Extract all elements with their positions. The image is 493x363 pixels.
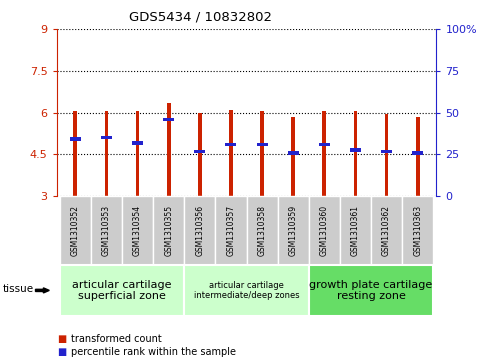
Text: transformed count: transformed count [71, 334, 162, 344]
Bar [225, 143, 236, 146]
Text: GSM1310353: GSM1310353 [102, 205, 111, 256]
Bar [288, 151, 299, 155]
Text: GSM1310360: GSM1310360 [320, 205, 329, 256]
Bar [353, 111, 357, 196]
Text: GSM1310355: GSM1310355 [164, 205, 173, 256]
Bar [194, 150, 205, 153]
Bar [381, 150, 392, 153]
Bar [73, 111, 77, 196]
Text: growth plate cartilage
resting zone: growth plate cartilage resting zone [309, 280, 432, 301]
Text: GSM1310362: GSM1310362 [382, 205, 391, 256]
Bar [163, 118, 174, 121]
Text: ■: ■ [57, 347, 66, 357]
Text: GSM1310358: GSM1310358 [257, 205, 267, 256]
Text: articular cartilage
intermediate/deep zones: articular cartilage intermediate/deep zo… [194, 281, 299, 300]
Bar [322, 111, 326, 196]
Bar [198, 113, 202, 196]
Bar [319, 143, 330, 146]
Bar [132, 142, 143, 145]
Bar [350, 148, 361, 152]
Bar [167, 103, 171, 196]
Text: GSM1310359: GSM1310359 [289, 205, 298, 256]
Bar [412, 151, 423, 155]
Text: GSM1310352: GSM1310352 [71, 205, 80, 256]
Text: percentile rank within the sample: percentile rank within the sample [71, 347, 237, 357]
Bar [291, 117, 295, 196]
Text: GSM1310363: GSM1310363 [413, 205, 422, 256]
Text: GSM1310356: GSM1310356 [195, 205, 204, 256]
Bar [136, 111, 140, 196]
Bar [260, 111, 264, 196]
Text: GSM1310361: GSM1310361 [351, 205, 360, 256]
Text: articular cartilage
superficial zone: articular cartilage superficial zone [72, 280, 172, 301]
Bar [416, 117, 420, 196]
Text: tissue: tissue [2, 284, 34, 294]
Text: GSM1310357: GSM1310357 [226, 205, 236, 256]
Bar [101, 136, 112, 139]
Bar [70, 137, 81, 140]
Bar [229, 110, 233, 196]
Text: GDS5434 / 10832802: GDS5434 / 10832802 [130, 11, 273, 24]
Text: ■: ■ [57, 334, 66, 344]
Text: GSM1310354: GSM1310354 [133, 205, 142, 256]
Bar [105, 111, 108, 196]
Bar [385, 114, 388, 196]
Bar [257, 143, 268, 146]
